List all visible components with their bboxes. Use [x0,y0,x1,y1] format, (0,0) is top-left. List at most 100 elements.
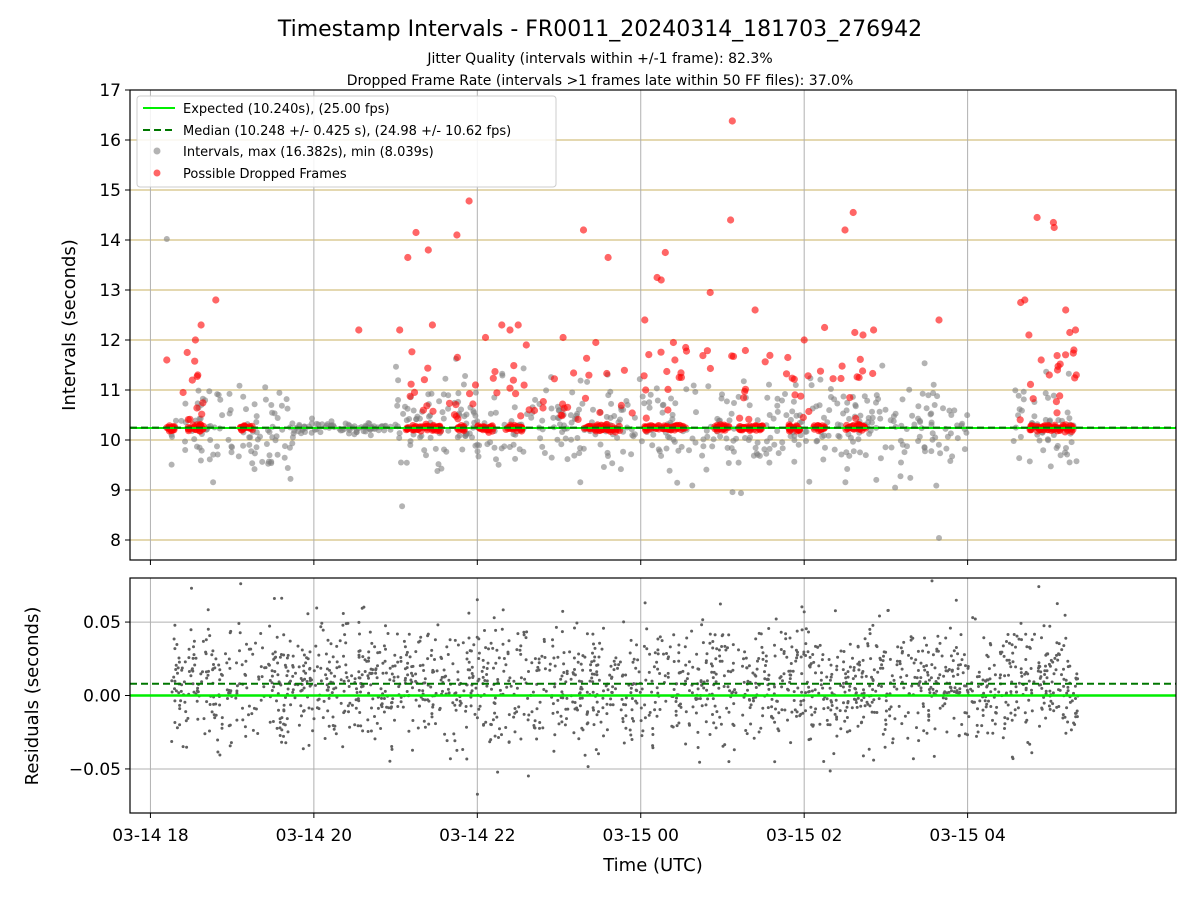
residual-point [218,703,222,707]
dropped-frame-point [706,288,714,297]
residual-point [1037,666,1040,670]
residual-point [376,664,379,668]
interval-point [600,464,607,470]
interval-point [1045,394,1051,401]
residual-point [844,676,848,680]
residual-point [257,677,261,681]
residual-point [183,700,187,704]
residual-point [212,702,216,706]
x-tick-label: 03-14 18 [112,826,188,846]
residual-point [679,705,683,709]
interval-point [539,443,546,450]
residual-point [1009,690,1013,694]
residual-point [952,716,956,720]
dropped-frame-point [199,399,207,407]
residual-point [807,664,811,668]
residual-point [538,721,542,724]
legend-median-label: Median (10.248 +/- 0.425 s), (24.98 +/- … [183,124,511,139]
residual-point [895,659,899,663]
residual-point [754,681,758,685]
residual-point [358,632,361,636]
residual-point [378,650,382,654]
residual-point [294,671,297,675]
residual-point [969,687,973,691]
dropped-frame-point [429,407,437,415]
residual-point [686,672,690,676]
residual-point [381,671,385,675]
interval-point [475,453,482,460]
residual-point [279,653,283,656]
residual-point [348,701,352,705]
residual-point [399,659,403,663]
residual-point [819,683,823,687]
residual-point [921,702,925,706]
dropped-frame-point [645,351,653,359]
residual-point [806,650,810,654]
residual-point [250,712,254,716]
residual-point [453,638,457,642]
residual-point [350,674,354,678]
interval-point [243,406,249,413]
residual-point [571,700,575,704]
dropped-frame-point [424,364,432,372]
residual-point [396,675,400,679]
dropped-frame-point [741,346,750,355]
residual-point [902,686,906,690]
residual-point [595,713,599,717]
residual-point [1014,685,1018,689]
residual-point [280,740,284,744]
interval-point [842,479,849,486]
residual-point [251,728,255,732]
residual-point [536,665,540,669]
residuals-points [170,579,1080,796]
residual-point [970,700,974,704]
residual-point [767,627,771,630]
residual-point [718,659,722,663]
residual-point [684,742,688,746]
residual-point [795,710,799,714]
residual-point [551,702,555,706]
residual-point [674,700,678,703]
dropped-frame-point [837,374,845,383]
residual-point [696,730,700,734]
residual-point [175,643,179,646]
residual-point [984,705,988,709]
residual-point [560,720,564,724]
residual-point [299,704,303,708]
residual-point [1051,691,1055,695]
residual-point [597,678,601,682]
residual-point [369,683,373,687]
residual-point [825,675,829,679]
residual-point [519,644,523,648]
dropped-frame-point [570,369,578,377]
residual-point [822,707,826,711]
residual-point [637,670,641,674]
interval-point [862,452,869,459]
interval-point [846,452,853,459]
residual-point [761,706,765,710]
x-tick-label: 03-14 20 [276,826,352,846]
dropped-frame-point [859,367,867,375]
interval-point [590,406,596,413]
residual-point [475,716,479,720]
residual-point [1060,673,1063,677]
interval-point [474,441,481,448]
residual-point [989,690,993,694]
residual-point [711,697,715,701]
residual-point [375,721,379,725]
residual-point [357,676,361,680]
residual-point [1055,641,1059,645]
residual-point [976,730,980,734]
residual-point [862,688,865,692]
dropped-frame-point [740,394,748,402]
residual-point [876,670,880,674]
residual-point [728,689,732,693]
interval-point [528,414,535,421]
residual-point [608,673,612,677]
residual-point [677,721,681,725]
residual-point [473,712,477,716]
residual-point [467,660,471,664]
residual-point [235,684,239,688]
residual-point [793,708,797,712]
